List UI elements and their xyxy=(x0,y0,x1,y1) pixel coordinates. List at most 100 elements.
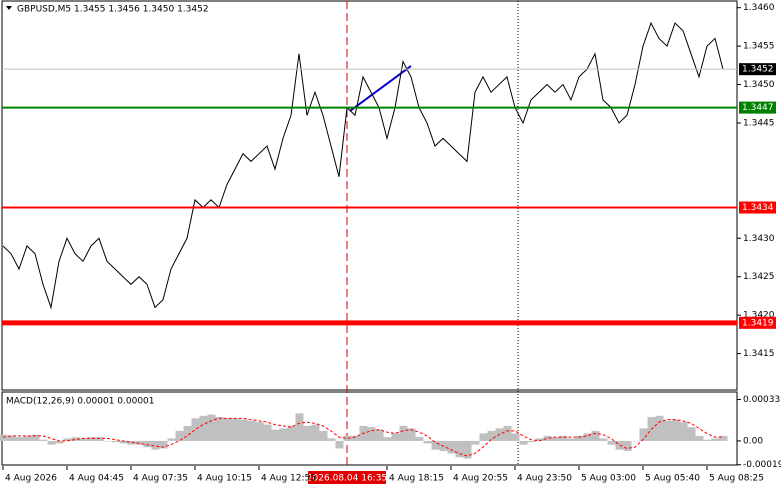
menu-arrow xyxy=(6,6,12,10)
macd-bar xyxy=(471,440,480,445)
macd-bar xyxy=(559,435,568,441)
macd-bar xyxy=(63,438,72,441)
macd-bar xyxy=(55,440,64,444)
y-tick-label: 1.3425 xyxy=(743,272,775,282)
macd-bar xyxy=(335,440,344,449)
macd-bar xyxy=(327,438,336,441)
price-panel xyxy=(1,0,738,391)
macd-bar xyxy=(527,440,536,443)
current-price-label: 1.3452 xyxy=(742,65,774,75)
macd-bar xyxy=(199,415,208,441)
macd-bar xyxy=(663,420,672,441)
y-tick-label: 1.3460 xyxy=(743,3,775,13)
level-label-box xyxy=(739,101,776,114)
macd-bar xyxy=(287,425,296,441)
x-tick-label: 5 Aug 03:00 xyxy=(581,474,636,484)
macd-bar xyxy=(279,428,288,441)
macd-bar xyxy=(455,440,464,458)
macd-bar xyxy=(599,438,608,441)
price-line xyxy=(2,21,724,310)
x-tick-label: 4 Aug 23:50 xyxy=(517,474,572,484)
macd-bar xyxy=(191,418,200,441)
macd-title: MACD(12,26,9) 0.00001 0.00001 xyxy=(6,397,155,407)
x-tick-label: 5 Aug 08:25 xyxy=(709,474,764,484)
y-tick-label: 1.3455 xyxy=(743,42,775,52)
macd-bar xyxy=(239,419,248,441)
macd-bar xyxy=(343,435,352,441)
macd-bar xyxy=(535,438,544,441)
macd-bar xyxy=(255,422,264,441)
macd-bar xyxy=(167,438,176,441)
macd-bar xyxy=(143,440,152,448)
macd-bar xyxy=(503,425,512,441)
macd-bar xyxy=(271,429,280,441)
macd-bar xyxy=(119,440,128,444)
macd-bar xyxy=(79,438,88,441)
macd-bar xyxy=(575,435,584,441)
macd-bar xyxy=(447,440,456,454)
x-tick-label: 4 Aug 18:15 xyxy=(389,474,444,484)
macd-bar xyxy=(655,415,664,441)
macd-bar xyxy=(479,433,488,441)
macd-bar xyxy=(623,440,632,451)
signal-line xyxy=(2,417,723,457)
macd-bar xyxy=(719,435,728,441)
macd-bar xyxy=(511,433,520,441)
macd-bar xyxy=(175,430,184,441)
macd-bar xyxy=(0,434,8,441)
level-label-box xyxy=(739,201,776,214)
macd-bar xyxy=(215,417,224,441)
macd-bar xyxy=(567,438,576,441)
macd-bar xyxy=(415,437,424,441)
macd-bar xyxy=(615,440,624,450)
level-label: 1.3434 xyxy=(742,203,774,213)
macd-bar xyxy=(39,439,48,441)
macd-bar xyxy=(231,418,240,441)
macd-bar xyxy=(319,430,328,441)
y-tick-label: -0.00019 xyxy=(743,460,781,470)
level-label-box xyxy=(739,316,776,329)
macd-bar xyxy=(711,438,720,441)
macd-bar xyxy=(247,420,256,441)
macd-bar xyxy=(95,437,104,441)
macd-bar xyxy=(263,424,272,441)
macd-bar xyxy=(183,425,192,441)
crosshair-label-box xyxy=(308,471,386,484)
macd-bar xyxy=(687,427,696,441)
chart-title: GBPUSD,M5 1.3455 1.3456 1.3450 1.3452 xyxy=(17,5,209,15)
macd-bar xyxy=(375,429,384,441)
macd-bar xyxy=(591,430,600,441)
macd-bar xyxy=(47,440,56,445)
macd-bar xyxy=(631,440,640,442)
x-tick-label: 4 Aug 2026 xyxy=(5,474,57,484)
macd-bar xyxy=(127,440,136,445)
x-tick-label: 4 Aug 10:15 xyxy=(197,474,252,484)
macd-bar xyxy=(311,424,320,441)
macd-bar xyxy=(703,439,712,441)
macd-bar xyxy=(407,428,416,441)
level-label: 1.3447 xyxy=(742,103,774,113)
x-tick-label: 4 Aug 20:55 xyxy=(453,474,508,484)
y-tick-label: 0.00033 xyxy=(743,395,780,405)
macd-bar xyxy=(519,440,528,445)
macd-bar xyxy=(351,435,360,441)
macd-bar xyxy=(31,434,40,441)
macd-bar xyxy=(607,440,616,445)
macd-bar xyxy=(23,435,32,441)
macd-bar xyxy=(423,440,432,444)
macd-bar xyxy=(303,425,312,441)
x-tick-label: 4 Aug 12:55 xyxy=(261,474,316,484)
macd-bar xyxy=(111,440,120,443)
macd-bar xyxy=(431,440,440,450)
macd-bar xyxy=(391,433,400,441)
macd-bar xyxy=(583,433,592,441)
macd-bar xyxy=(551,437,560,441)
macd-bar xyxy=(15,437,24,441)
y-tick-label: 1.3450 xyxy=(743,80,775,90)
macd-bar xyxy=(367,427,376,441)
y-tick-label: 1.3415 xyxy=(743,349,775,359)
macd-bar xyxy=(639,428,648,441)
macd-bar xyxy=(383,437,392,441)
